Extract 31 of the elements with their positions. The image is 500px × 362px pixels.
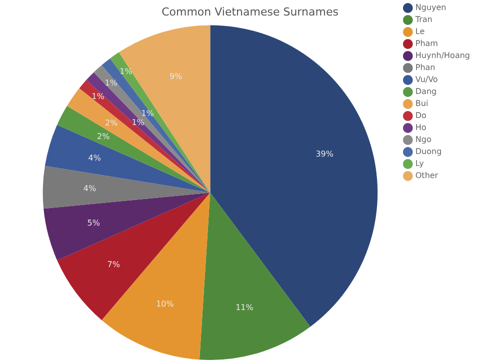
- data-label: 1%: [92, 92, 105, 102]
- legend-label: Phan: [415, 63, 436, 72]
- legend-label: Nguyen: [415, 3, 446, 12]
- data-label: 7%: [107, 260, 120, 269]
- data-label: 10%: [156, 299, 174, 308]
- legend-label: Ngo: [415, 135, 432, 144]
- legend-label: Do: [415, 111, 427, 120]
- legend-label: Other: [415, 171, 439, 180]
- legend-label: Dang: [415, 87, 437, 96]
- legend-label: Huynh/Hoang: [415, 51, 470, 60]
- data-label: 4%: [88, 153, 102, 162]
- data-label: 4%: [83, 184, 96, 193]
- data-label: 5%: [87, 218, 100, 228]
- data-label: 1%: [132, 118, 145, 127]
- legend-label: Vu/Vo: [415, 75, 438, 84]
- legend-label: Tran: [414, 15, 432, 24]
- legend-label: Ly: [415, 159, 424, 168]
- data-label: 39%: [316, 150, 334, 159]
- data-label: 2%: [96, 132, 110, 141]
- chart-title: Common Vietnamese Surnames: [162, 5, 339, 18]
- legend-label: Le: [415, 27, 425, 36]
- data-label: 9%: [170, 72, 183, 82]
- legend-label: Pham: [415, 39, 438, 48]
- legend-label: Bui: [415, 99, 428, 108]
- data-label: 1%: [141, 109, 154, 118]
- data-label: 1%: [120, 66, 133, 76]
- legend-label: Ho: [415, 123, 426, 132]
- legend-label: Duong: [415, 147, 442, 156]
- data-label: 2%: [104, 118, 118, 128]
- data-label: 11%: [236, 303, 254, 312]
- data-label: 1%: [104, 78, 118, 88]
